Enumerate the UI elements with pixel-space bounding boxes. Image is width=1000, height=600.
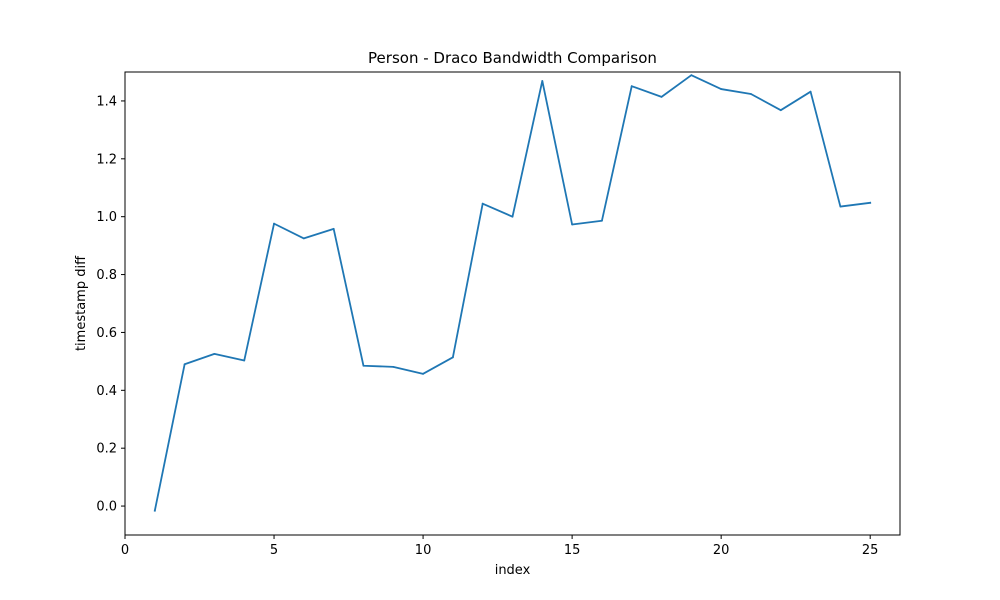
data-point xyxy=(362,364,365,367)
data-point xyxy=(809,90,812,93)
y-tick-label: 0.2 xyxy=(96,442,117,457)
x-tick-label: 5 xyxy=(270,543,278,558)
y-axis-label: timestamp diff xyxy=(74,255,89,351)
x-tick-label: 25 xyxy=(862,543,879,558)
x-tick-label: 10 xyxy=(415,543,432,558)
x-tick-label: 0 xyxy=(121,543,129,558)
data-point xyxy=(183,363,186,366)
y-tick-label: 1.4 xyxy=(96,94,117,109)
data-point xyxy=(302,237,305,240)
data-point xyxy=(839,205,842,208)
x-axis-ticks: 0 5 10 15 20 25 xyxy=(121,535,879,558)
data-point xyxy=(481,202,484,205)
data-point xyxy=(153,509,156,512)
x-tick-label: 15 xyxy=(564,543,581,558)
chart-title: Person - Draco Bandwidth Comparison xyxy=(368,49,657,67)
data-point xyxy=(660,95,663,98)
data-point xyxy=(750,93,752,95)
data-point xyxy=(511,215,514,218)
y-tick-label: 0.6 xyxy=(96,326,117,341)
y-tick-label: 0.0 xyxy=(96,500,117,515)
data-point xyxy=(273,222,275,225)
y-tick-label: 1.0 xyxy=(96,210,117,225)
data-point xyxy=(243,359,246,362)
data-point xyxy=(213,352,216,355)
y-tick-label: 0.8 xyxy=(96,268,117,283)
data-point xyxy=(541,80,544,82)
data-point xyxy=(422,372,424,375)
data-point xyxy=(571,223,574,226)
data-point xyxy=(392,365,395,368)
series-layer xyxy=(153,74,872,512)
plot-area xyxy=(124,71,901,536)
x-tick-label: 20 xyxy=(713,543,730,558)
data-point xyxy=(601,219,603,222)
y-axis-ticks: 0.0 0.2 0.4 0.6 0.8 1.0 1.2 1.4 xyxy=(96,94,125,515)
data-point xyxy=(869,201,872,204)
data-point xyxy=(779,109,782,112)
y-tick-label: 1.2 xyxy=(96,152,117,167)
y-tick-label: 0.4 xyxy=(96,384,117,399)
data-point xyxy=(630,85,633,88)
data-point xyxy=(451,356,454,359)
data-point xyxy=(720,88,723,90)
data-point xyxy=(332,227,335,230)
data-point xyxy=(690,74,693,77)
x-axis-label: index xyxy=(495,563,531,578)
